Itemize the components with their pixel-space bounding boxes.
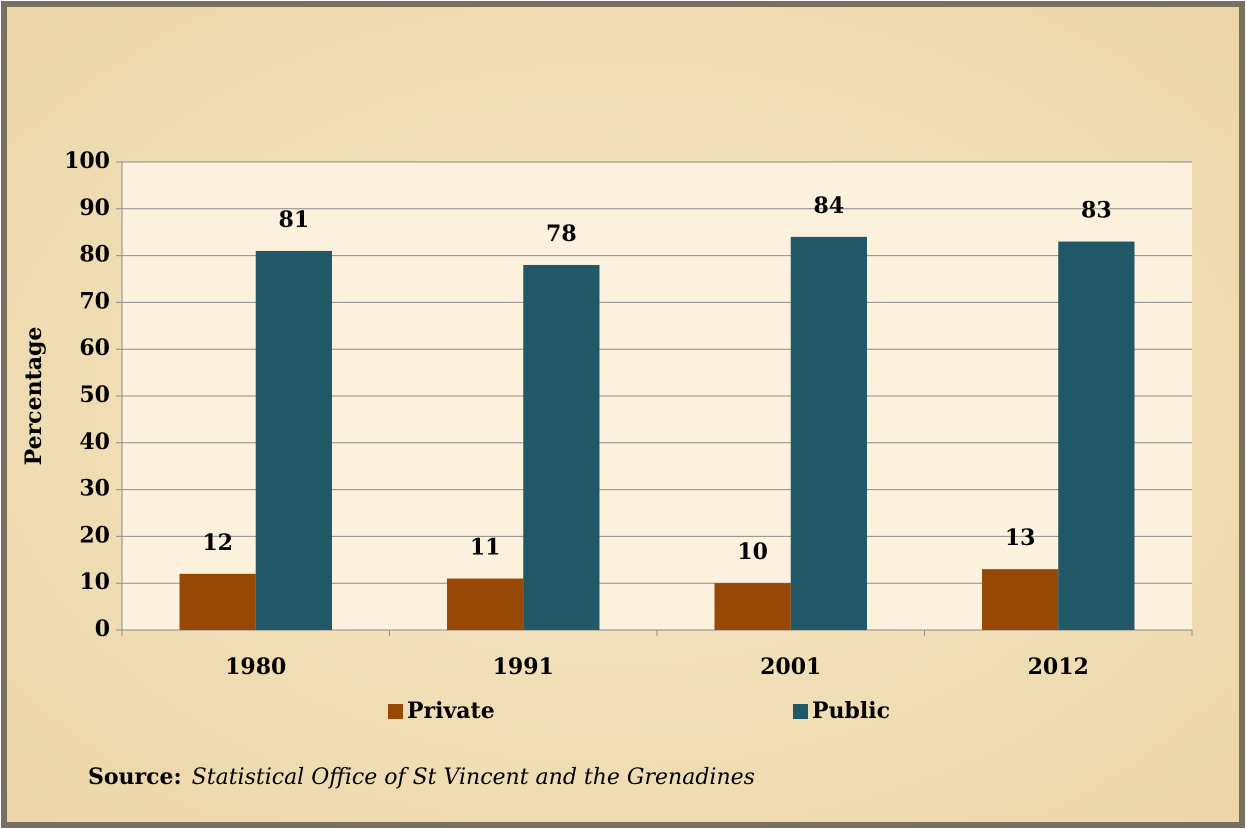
y-tick-label: 20 — [79, 522, 110, 548]
data-label: 81 — [279, 207, 310, 233]
y-tick-label: 80 — [79, 242, 110, 268]
bar — [255, 250, 332, 631]
y-tick-label: 60 — [79, 335, 110, 361]
bar — [982, 569, 1059, 630]
y-tick-label: 90 — [79, 195, 110, 221]
bar — [179, 573, 256, 630]
source-text: Statistical Office of St Vincent and the… — [192, 765, 755, 790]
data-label: 11 — [470, 535, 501, 561]
y-tick-label: 70 — [79, 288, 110, 314]
y-tick-label: 40 — [79, 429, 110, 455]
y-tick-label: 50 — [79, 382, 110, 408]
x-tick-label: 1991 — [493, 654, 554, 680]
source-label: Source: — [88, 764, 182, 790]
y-tick-label: 10 — [79, 569, 110, 595]
bar — [447, 578, 524, 630]
x-tick-label: 2012 — [1028, 654, 1089, 680]
bar — [790, 236, 867, 630]
x-tick-label: 2001 — [760, 654, 821, 680]
legend-swatch — [388, 704, 403, 719]
legend-label: Private — [407, 698, 495, 724]
bar — [1058, 241, 1135, 630]
bar — [714, 583, 791, 630]
data-label: 12 — [202, 530, 233, 556]
data-label: 78 — [546, 221, 577, 247]
bar — [523, 264, 600, 630]
legend-swatch — [793, 704, 808, 719]
y-tick-label: 30 — [79, 476, 110, 502]
source: Source: Statistical Office of St Vincent … — [88, 764, 755, 790]
data-label: 10 — [737, 539, 768, 565]
data-label: 83 — [1081, 198, 1112, 224]
legend-label: Public — [812, 698, 890, 724]
x-tick-label: 1980 — [225, 654, 286, 680]
y-tick-label: 0 — [95, 616, 110, 642]
y-axis-label: Percentage — [21, 327, 47, 466]
data-label: 13 — [1005, 525, 1036, 551]
y-tick-label: 100 — [64, 148, 110, 174]
data-label: 84 — [814, 193, 845, 219]
